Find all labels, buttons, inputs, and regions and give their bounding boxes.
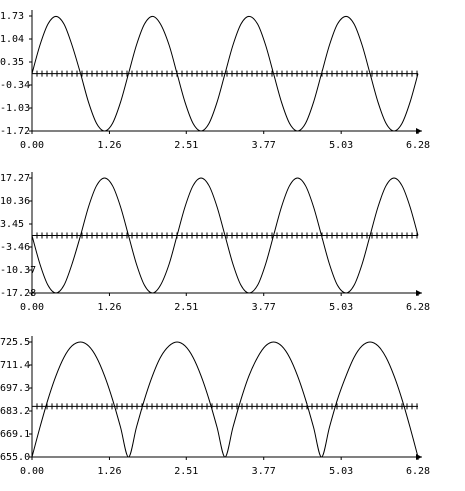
x-tick-label: 6.28 bbox=[406, 302, 430, 313]
y-tick-label: 3.45 bbox=[0, 219, 24, 230]
y-tick-label: 655.0 bbox=[0, 452, 30, 463]
x-tick-label: 5.03 bbox=[329, 302, 353, 313]
x-tick-label: 0.00 bbox=[20, 302, 44, 313]
x-tick-label: 2.51 bbox=[174, 302, 198, 313]
x-tick-label: 5.03 bbox=[329, 140, 353, 151]
y-tick-label: 1.73 bbox=[0, 11, 24, 22]
x-tick-label: 3.77 bbox=[252, 466, 276, 477]
x-tick-label: 0.00 bbox=[20, 140, 44, 151]
x-tick-label: 6.28 bbox=[406, 466, 430, 477]
y-tick-label: 711.4 bbox=[0, 360, 30, 371]
series-line bbox=[31, 15, 419, 132]
reference-ticks bbox=[31, 70, 418, 77]
x-tick-label: 3.77 bbox=[252, 140, 276, 151]
x-axis-arrow bbox=[416, 290, 422, 296]
reference-ticks bbox=[31, 403, 418, 410]
y-tick-label: 669.1 bbox=[0, 429, 30, 440]
series-line bbox=[31, 177, 419, 294]
y-tick-label: 1.04 bbox=[0, 34, 24, 45]
x-tick-label: 2.51 bbox=[174, 140, 198, 151]
y-tick-label: 725.5 bbox=[0, 337, 30, 348]
y-tick-label: 0.35 bbox=[0, 57, 24, 68]
x-axis-arrow bbox=[416, 128, 422, 134]
y-tick-label: -0.34 bbox=[0, 80, 30, 91]
y-tick-label: 697.3 bbox=[0, 383, 30, 394]
x-tick-label: 0.00 bbox=[20, 466, 44, 477]
y-tick-label: -3.46 bbox=[0, 242, 30, 253]
x-tick-label: 1.26 bbox=[97, 302, 121, 313]
y-tick-label: -1.72 bbox=[0, 126, 30, 137]
x-tick-label: 5.03 bbox=[329, 466, 353, 477]
x-axis-arrow bbox=[416, 454, 422, 460]
y-tick-label: 683.2 bbox=[0, 406, 30, 417]
y-tick-label: -1.03 bbox=[0, 103, 30, 114]
reference-ticks bbox=[31, 232, 418, 239]
series-line bbox=[31, 341, 419, 458]
y-tick-label: -17.28 bbox=[0, 288, 36, 299]
x-tick-label: 1.26 bbox=[97, 140, 121, 151]
x-tick-label: 2.51 bbox=[174, 466, 198, 477]
x-tick-label: 1.26 bbox=[97, 466, 121, 477]
x-tick-label: 6.28 bbox=[406, 140, 430, 151]
y-tick-label: 10.36 bbox=[0, 196, 30, 207]
y-tick-label: 17.27 bbox=[0, 173, 30, 184]
y-tick-label: -10.37 bbox=[0, 265, 36, 276]
x-tick-label: 3.77 bbox=[252, 302, 276, 313]
